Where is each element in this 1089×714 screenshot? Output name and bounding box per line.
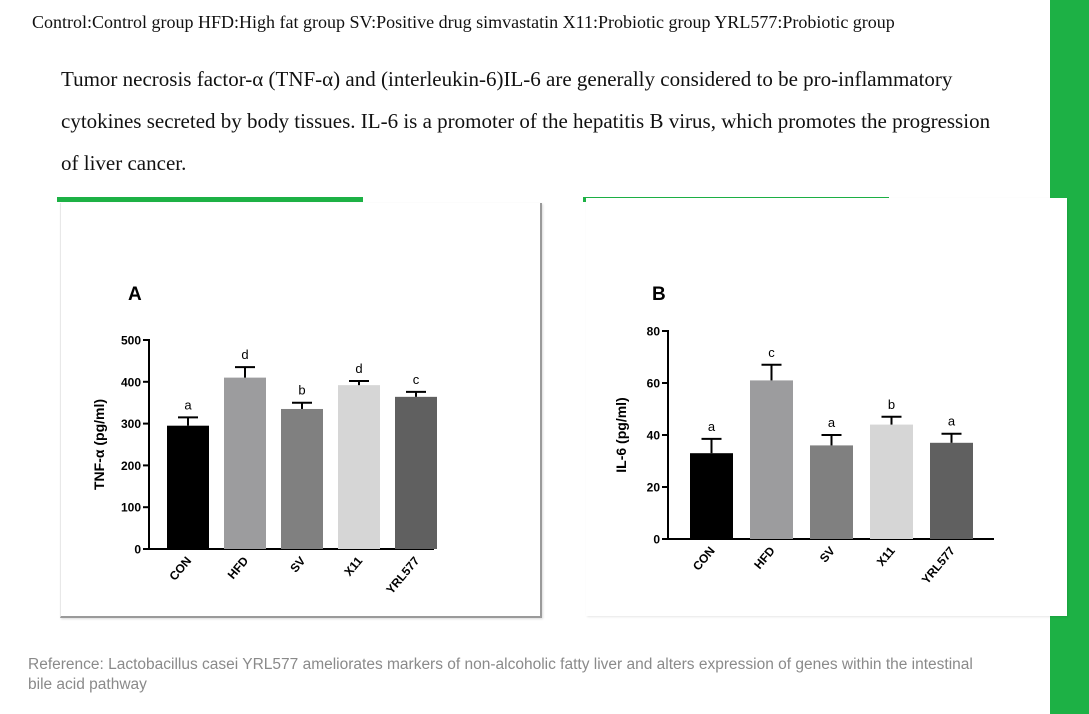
bar — [224, 377, 266, 549]
y-tick-label: 0 — [653, 533, 660, 547]
significance-label: a — [184, 397, 192, 412]
y-tick-label: 200 — [121, 459, 141, 473]
intro-paragraph: Tumor necrosis factor-α (TNF-α) and (int… — [61, 67, 991, 175]
bar — [690, 453, 733, 539]
panel-label: B — [652, 284, 666, 305]
bar — [930, 442, 973, 539]
il6-bar-chart: B 0 20 40 60 80 IL-6 (pg/ml) a CON c HFD a SV b X11 a YR… — [613, 284, 994, 587]
significance-label: c — [768, 345, 775, 360]
bar — [167, 425, 209, 549]
y-tick-label: 0 — [134, 543, 141, 557]
significance-label: c — [413, 372, 420, 387]
panel-a-accent-line — [57, 197, 363, 202]
y-tick-label: 80 — [647, 325, 661, 339]
significance-label: b — [888, 397, 895, 412]
bar — [281, 408, 323, 549]
significance-label: d — [355, 361, 362, 376]
y-tick-label: 300 — [121, 417, 141, 431]
panel-label: A — [128, 284, 142, 305]
tnf-alpha-bar-chart: A 0 100 200 300 400 500 TNF-α (pg/ml) a CON d HFD b S… — [91, 284, 437, 597]
x-tick-label: HFD — [225, 554, 252, 582]
significance-label: a — [948, 414, 956, 429]
chart-panel-b: B 0 20 40 60 80 IL-6 (pg/ml) a CON c HFD a SV b X11 a YR… — [586, 198, 1067, 616]
group-legend-text: Control:Control group HFD:High fat group… — [32, 12, 895, 32]
y-tick-label: 100 — [121, 501, 141, 515]
x-tick-label: YRL577 — [383, 554, 422, 597]
x-tick-label: CON — [690, 544, 718, 573]
reference-text: Reference: Lactobacillus casei YRL577 am… — [28, 656, 973, 693]
significance-label: a — [828, 415, 836, 430]
y-tick-label: 400 — [121, 375, 141, 389]
y-tick-label: 500 — [121, 334, 141, 348]
y-axis-label: IL-6 (pg/ml) — [613, 397, 629, 472]
x-tick-label: YRL577 — [919, 544, 958, 587]
significance-label: b — [298, 383, 305, 398]
bar — [810, 445, 853, 539]
x-tick-label: SV — [287, 554, 308, 575]
y-tick-label: 20 — [647, 481, 661, 495]
bar — [338, 385, 380, 549]
x-tick-label: X11 — [874, 544, 898, 569]
bar — [870, 424, 913, 539]
y-axis-label: TNF-α (pg/ml) — [91, 399, 107, 490]
significance-label: d — [241, 347, 248, 362]
x-tick-label: CON — [166, 554, 194, 583]
x-tick-label: X11 — [341, 554, 365, 579]
significance-label: a — [708, 419, 716, 434]
bar — [750, 380, 793, 539]
chart-panel-a: A 0 100 200 300 400 500 TNF-α (pg/ml) a CON d HFD b S… — [60, 203, 542, 618]
y-tick-label: 60 — [647, 377, 661, 391]
x-tick-label: SV — [817, 544, 838, 565]
x-tick-label: HFD — [751, 544, 778, 572]
y-tick-label: 40 — [647, 429, 661, 443]
bar — [395, 396, 437, 549]
